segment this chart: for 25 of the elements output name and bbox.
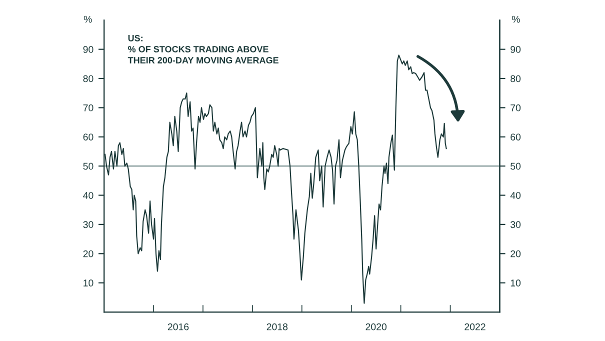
y-axis-title: % xyxy=(84,16,92,23)
x-tick-label: 2016 xyxy=(168,323,189,330)
y-tick-label: 50 xyxy=(83,162,94,170)
y2-tick-label: 60 xyxy=(510,134,521,140)
x-tick-label: 2020 xyxy=(366,323,387,330)
y2-tick-label: 10 xyxy=(510,280,521,286)
x-tick-label: 2018 xyxy=(266,323,288,330)
y2-tick-label: 80 xyxy=(510,75,521,82)
y2-tick-label: 50 xyxy=(510,162,521,170)
y-tick-label: 40 xyxy=(83,192,94,199)
y-tick-label: 30 xyxy=(83,221,94,228)
y2-axis-title: % xyxy=(512,16,520,23)
y2-tick-label: 90 xyxy=(510,46,521,53)
y-tick-label: 70 xyxy=(83,104,94,112)
y-tick-label: 20 xyxy=(83,250,94,258)
text: US: % OF STOCKS TRADING ABOVE THEIR 200-DAY MOVING AVERAGE xyxy=(128,34,278,64)
y-tick-label: 10 xyxy=(84,280,94,286)
y2-tick-label: 20 xyxy=(510,250,521,258)
y-tick-label: 80 xyxy=(83,75,94,82)
y2-tick-label: 70 xyxy=(510,104,521,112)
y-tick-label: 90 xyxy=(83,46,94,53)
x-tick-label: 2022 xyxy=(464,323,486,330)
y2-tick-label: 40 xyxy=(510,192,521,199)
y-tick-label: 60 xyxy=(83,134,94,140)
y2-tick-label: 30 xyxy=(510,221,521,228)
